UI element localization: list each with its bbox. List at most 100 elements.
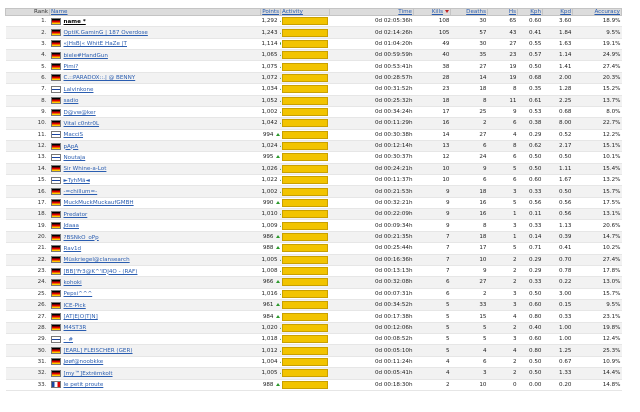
player-name-link[interactable]: [AT|E|O|T|N] <box>63 314 98 321</box>
column-header-kpd[interactable]: Kpd <box>542 8 573 16</box>
activity-cell <box>280 288 330 301</box>
column-header-kills[interactable]: Kills <box>413 8 451 16</box>
player-name-link[interactable]: «|HsB|« WhitE HaZe |T <box>63 41 127 48</box>
player-name-link[interactable]: -=chillum=- <box>63 189 98 196</box>
player-name-link[interactable]: C.::PARADOX::.| @ BENNY <box>63 75 136 82</box>
name-cell: [EARL] FLEISCHER (GER) <box>49 344 261 357</box>
deaths-cell: 10 <box>450 254 488 266</box>
column-header-kills-label[interactable]: Kills <box>431 9 443 15</box>
points-value: 990 <box>262 199 274 206</box>
kpd-cell: 0.22 <box>542 276 573 289</box>
player-name-link[interactable]: [my™]Extrëmkolt <box>63 370 113 377</box>
player-name-link[interactable]: Jøøf@noobkke <box>63 359 104 366</box>
trend-same-icon <box>279 41 281 45</box>
activity-bar <box>281 221 328 230</box>
player-name-link[interactable]: Vital c0ntr0L <box>63 120 100 127</box>
column-header-activity[interactable]: Activity <box>280 8 330 16</box>
player-name-link[interactable]: OptiK.GaminG | 187 Overdose <box>63 30 148 37</box>
player-name-link[interactable]: MuckMuckMuckaufGMBH <box>63 200 134 207</box>
column-header-deaths[interactable]: Deaths <box>450 8 488 16</box>
points-cell: 1,009 <box>260 219 281 232</box>
column-header-kph[interactable]: Kph <box>517 8 543 16</box>
headshots-cell: 65 <box>487 15 518 28</box>
country-flag-icon <box>50 324 61 332</box>
player-name-link[interactable]: ICE-Pick <box>63 302 86 309</box>
player-name-link[interactable]: MacciS <box>63 132 84 139</box>
player-name-link[interactable]: Rav1d <box>63 245 82 252</box>
country-flag-icon <box>50 119 61 127</box>
deaths-cell: 15 <box>450 310 488 323</box>
trend-up-icon <box>279 98 281 102</box>
table-row: 7. Lalvinkone 1,034 0d 00:31:52h 23 18 8 0.35 1.… <box>5 83 622 96</box>
trend-up-icon <box>279 87 281 91</box>
headshots-cell: 23 <box>487 49 518 62</box>
player-name-link[interactable]: ?BSNkO_oPp <box>63 234 99 241</box>
player-name-link[interactable]: Noutaja <box>63 154 86 161</box>
accuracy-cell: 12.2% <box>572 129 622 141</box>
kills-cell: 6 <box>413 288 451 301</box>
player-name-link[interactable]: sadio <box>63 98 79 105</box>
player-name-link[interactable]: Müskriegel@clansearch <box>63 257 130 264</box>
activity-bar <box>281 210 328 219</box>
player-name-link[interactable]: M4ST3R <box>63 325 87 332</box>
deaths-cell: 24 <box>450 151 488 164</box>
table-row: 33. le petit proute 988 0d 00:18:30h 2 10 0 0.0… <box>5 379 622 391</box>
country-flag-icon <box>50 17 61 25</box>
activity-bar <box>281 255 328 264</box>
player-name-link[interactable]: ►TyhMä◄ <box>63 177 90 184</box>
player-name-link[interactable]: [BB]'Fr3@K^'IDJ4O - (RAF) <box>63 268 138 275</box>
kills-cell: 2 <box>413 379 451 391</box>
player-name-link[interactable]: kohoki <box>63 279 82 286</box>
player-name-link[interactable]: Lalvinkone <box>63 86 94 93</box>
player-name-link[interactable]: [EARL] FLEISCHER (GER) <box>63 348 133 355</box>
points-cell: 1,002 <box>260 106 281 119</box>
kpd-cell: 1.63 <box>542 38 573 51</box>
kpd-cell: 1.11 <box>542 163 573 176</box>
rank-cell: 13. <box>5 151 50 164</box>
player-name-link[interactable]: -_# <box>63 336 74 343</box>
kph-cell: 0.33 <box>517 185 543 198</box>
activity-bar <box>281 96 328 105</box>
column-header-rank: Rank <box>5 8 50 16</box>
activity-bar <box>281 335 328 344</box>
player-name-link[interactable]: D@vw@ker <box>63 109 96 116</box>
column-header-points[interactable]: Points <box>260 8 281 16</box>
player-name-link[interactable]: le petit proute <box>63 382 104 389</box>
points-cell: 1,018 <box>260 333 281 346</box>
name-cell: -=chillum=- <box>49 185 261 198</box>
country-flag-icon <box>50 63 61 71</box>
player-name-link[interactable]: Pimi? <box>63 64 79 71</box>
player-name-link[interactable]: name * <box>63 18 86 25</box>
points-value: 1,002 <box>261 188 278 195</box>
player-name-link[interactable]: Sir Whine-a-Lot <box>63 166 107 173</box>
headshots-cell: 0 <box>487 379 518 391</box>
kph-cell: 0.29 <box>517 254 543 266</box>
column-header-name[interactable]: Name <box>49 8 261 16</box>
points-cell: 961 <box>260 299 281 312</box>
player-name-link[interactable]: pApA <box>63 143 79 150</box>
activity-bar <box>281 198 328 207</box>
rank-cell: 33. <box>5 379 50 391</box>
accuracy-cell: 13.0% <box>572 276 622 289</box>
kills-cell: 28 <box>413 72 451 85</box>
column-header-accuracy[interactable]: Accuracy <box>572 8 622 16</box>
name-cell: C.::PARADOX::.| @ BENNY <box>49 72 261 85</box>
activity-bar <box>281 164 328 173</box>
trend-up-icon <box>279 19 281 23</box>
name-cell: [AT|E|O|T|N] <box>49 310 261 323</box>
trend-up-icon <box>275 246 280 250</box>
rank-cell: 23. <box>5 265 50 278</box>
column-header-hs[interactable]: Hs <box>487 8 518 16</box>
player-name-link[interactable]: Pepsi^^^ <box>63 291 93 298</box>
country-flag-icon <box>50 381 61 389</box>
kph-cell: 0.60 <box>517 333 543 346</box>
time-cell: 0d 00:11:29h <box>329 117 414 130</box>
headshots-cell: 4 <box>487 310 518 323</box>
kph-cell: 0.50 <box>517 288 543 301</box>
kph-cell: 0.33 <box>517 276 543 289</box>
player-name-link[interactable]: Predator <box>63 211 88 218</box>
kpd-cell: 0.33 <box>542 310 573 323</box>
player-name-link[interactable]: Jdaaa <box>63 223 79 230</box>
column-header-time[interactable]: Time <box>329 8 414 16</box>
player-name-link[interactable]: biele#HandGun <box>63 52 108 59</box>
